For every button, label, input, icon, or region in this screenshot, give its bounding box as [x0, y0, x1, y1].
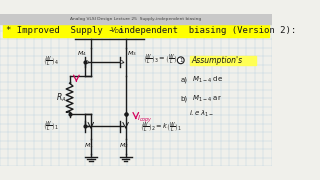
Text: $M_4$: $M_4$	[77, 49, 86, 58]
Text: $M_{1-4}$ de: $M_{1-4}$ de	[192, 75, 223, 85]
Text: Assumption's: Assumption's	[192, 56, 243, 65]
Text: $\left(\frac{W}{L}\right)_1$: $\left(\frac{W}{L}\right)_1$	[43, 120, 59, 134]
Circle shape	[177, 57, 184, 64]
Text: b): b)	[181, 95, 188, 102]
Text: $V_{DD}$: $V_{DD}$	[110, 26, 124, 36]
Text: $\left(\frac{W}{L}\right)_2 = k\left(\frac{W}{L}\right)_1$: $\left(\frac{W}{L}\right)_2 = k\left(\fr…	[140, 121, 182, 135]
Text: a): a)	[181, 76, 188, 83]
Circle shape	[86, 61, 88, 63]
Text: $M_1$: $M_1$	[84, 141, 94, 150]
Bar	[0, 14, 272, 24]
Text: Analog VLSI Design Lecture 25  Supply-independent biasing: Analog VLSI Design Lecture 25 Supply-ind…	[70, 17, 201, 21]
Bar	[190, 56, 256, 65]
Text: $i.e\;\lambda_{1-}$: $i.e\;\lambda_{1-}$	[189, 109, 215, 119]
Text: $M_2$: $M_2$	[119, 141, 129, 150]
Text: $\left(\frac{W}{L}\right)_4$: $\left(\frac{W}{L}\right)_4$	[43, 55, 59, 69]
Text: $\left(\frac{W}{L}\right)_3 = \left(\frac{W}{L}\right)_4$: $\left(\frac{W}{L}\right)_3 = \left(\fra…	[143, 53, 181, 67]
Text: $I_{copy}$: $I_{copy}$	[138, 114, 153, 125]
Text: 1: 1	[179, 58, 182, 63]
Bar	[3, 24, 269, 37]
Text: $R_A$: $R_A$	[56, 91, 66, 104]
Text: $M_3$: $M_3$	[127, 49, 137, 58]
Circle shape	[121, 61, 123, 63]
Text: * Improved  Supply - independent  biasing (Version 2):: * Improved Supply - independent biasing …	[6, 26, 296, 35]
Text: $M_{1-4}$ ar: $M_{1-4}$ ar	[192, 93, 222, 103]
